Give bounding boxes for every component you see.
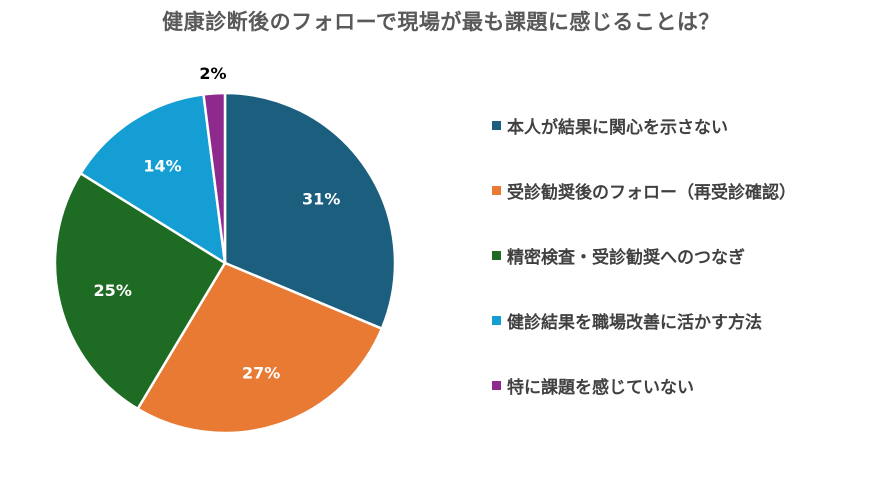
pie-slices xyxy=(53,91,397,435)
legend-item: 健診結果を職場改善に活かす方法 xyxy=(492,307,762,333)
pie-data-label: 14% xyxy=(143,156,181,175)
pie-slice xyxy=(79,93,227,265)
pie-data-label: 25% xyxy=(94,281,132,300)
pie-data-labels: 31% 27% 25% 14% 2% xyxy=(94,64,341,382)
pie-slice xyxy=(223,91,397,330)
pie-data-label: 27% xyxy=(242,363,280,382)
legend-label: 特に課題を感じていない xyxy=(507,377,694,398)
pie-data-label: 2% xyxy=(199,64,226,83)
legend-swatch xyxy=(492,185,501,195)
legend-label: 受診勧奨後のフォロー（再受診確認） xyxy=(507,182,796,203)
chart-title: 健康診断後のフォローで現場が最も課題に感じることは？ xyxy=(162,10,720,34)
legend-label: 精密検査・受診勧奨へのつなぎ xyxy=(507,247,745,268)
legend-swatch xyxy=(492,120,501,130)
legend-swatch xyxy=(492,315,501,325)
legend-item: 受診勧奨後のフォロー（再受診確認） xyxy=(492,177,796,203)
legend-label: 本人が結果に関心を示さない xyxy=(507,117,728,138)
legend-item: 特に課題を感じていない xyxy=(492,372,694,398)
pie-data-label: 31% xyxy=(302,190,340,209)
legend-label: 健診結果を職場改善に活かす方法 xyxy=(507,312,762,333)
pie-slice xyxy=(202,91,227,265)
legend-swatch xyxy=(492,380,501,390)
legend-item: 本人が結果に関心を示さない xyxy=(492,112,728,138)
legend-swatch xyxy=(492,250,501,260)
legend-item: 精密検査・受診勧奨へのつなぎ xyxy=(492,242,745,268)
pie-slice xyxy=(53,172,227,411)
pie-slice xyxy=(136,261,384,435)
